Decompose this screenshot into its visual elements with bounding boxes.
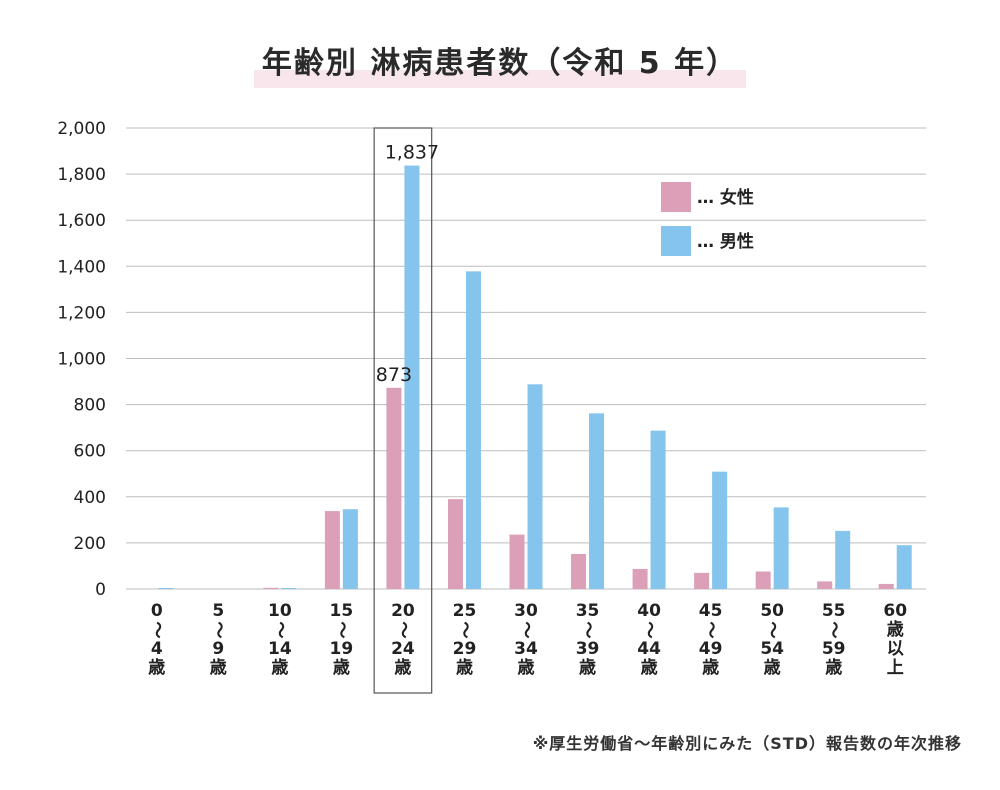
- y-tick-label: 800: [74, 396, 106, 416]
- bar-female: [324, 511, 340, 589]
- y-tick-label: 600: [74, 442, 106, 462]
- chart-title-text: 年齢別 淋病患者数（令和 5 年）: [261, 46, 739, 81]
- x-tick-label: 歳: [333, 657, 350, 678]
- bar-female: [878, 583, 894, 589]
- x-tick-label: 34: [514, 639, 538, 659]
- x-tick-label: 15: [330, 601, 354, 621]
- x-tick-label: 30: [514, 601, 538, 621]
- x-tick-label: 歳: [764, 657, 781, 678]
- x-tick-label: 60: [883, 601, 907, 621]
- x-tick-label: 歳: [456, 657, 473, 678]
- x-tick-label: 〜: [393, 622, 413, 639]
- y-tick-label: 0: [95, 580, 106, 600]
- y-tick-label: 1,000: [57, 350, 106, 370]
- bar-male: [589, 413, 605, 589]
- x-tick-label: 19: [330, 639, 354, 659]
- bar-male: [650, 430, 666, 589]
- bar-male: [896, 545, 912, 589]
- x-tick-label: 〜: [701, 622, 721, 639]
- bar-male: [773, 507, 789, 589]
- x-tick-label: 〜: [270, 622, 290, 639]
- x-tick-label: 50: [760, 601, 784, 621]
- x-tick-label: 25: [453, 601, 477, 621]
- x-tick-label: 5: [212, 601, 224, 621]
- x-tick-label: 〜: [578, 622, 598, 639]
- x-tick-label: 〜: [639, 622, 659, 639]
- x-tick-label: 歳: [394, 657, 411, 678]
- bar-male: [835, 530, 851, 589]
- x-tick-label: 59: [822, 639, 846, 659]
- x-tick-label: 35: [576, 601, 600, 621]
- bar-female: [386, 387, 402, 589]
- x-tick-label: 49: [699, 639, 723, 659]
- data-label: 1,837: [385, 142, 439, 164]
- y-tick-label: 1,200: [57, 303, 106, 323]
- highlight-box: [373, 127, 433, 694]
- x-tick-label: 〜: [208, 622, 228, 639]
- bar-female: [263, 587, 279, 589]
- legend-swatch-male: [661, 226, 691, 256]
- bar-male: [281, 588, 297, 589]
- data-label: 873: [376, 364, 412, 386]
- bar-female: [694, 572, 710, 589]
- x-tick-label: 〜: [516, 622, 536, 639]
- bar-male: [342, 509, 358, 589]
- x-tick-label: 歳: [210, 657, 227, 678]
- y-tick-label: 1,400: [57, 257, 106, 277]
- x-tick-label: 0: [151, 601, 163, 621]
- legend-swatch-female: [661, 182, 691, 212]
- x-tick-label: 14: [268, 639, 292, 659]
- x-tick-label: 〜: [147, 622, 167, 639]
- x-tick-label: 55: [822, 601, 846, 621]
- x-tick-label: 45: [699, 601, 723, 621]
- x-tick-label: 24: [391, 639, 415, 659]
- x-tick-label: 29: [453, 639, 477, 659]
- x-tick-label: 39: [576, 639, 600, 659]
- bar-female: [571, 553, 587, 589]
- bar-female: [817, 581, 833, 589]
- x-tick-label: 4: [151, 639, 163, 659]
- bar-female: [509, 534, 525, 589]
- x-tick-label: 歳: [702, 657, 719, 678]
- y-tick-label: 400: [74, 488, 106, 508]
- x-tick-label: 20: [391, 601, 415, 621]
- x-tick-label: 歳: [579, 657, 596, 678]
- x-tick-label: 歳: [887, 619, 904, 640]
- x-tick-label: 歳: [825, 657, 842, 678]
- y-tick-label: 1,800: [57, 165, 106, 185]
- x-tick-label: 歳: [271, 657, 288, 678]
- x-tick-label: 以: [887, 639, 904, 659]
- x-tick-label: 10: [268, 601, 292, 621]
- legend-label: … 女性: [697, 187, 754, 208]
- y-tick-label: 200: [74, 534, 106, 554]
- x-tick-label: 〜: [762, 622, 782, 639]
- y-tick-label: 1,600: [57, 211, 106, 231]
- legend-label: … 男性: [697, 231, 754, 252]
- x-tick-label: 40: [637, 601, 661, 621]
- x-tick-label: 9: [212, 639, 224, 659]
- bar-male: [465, 271, 481, 589]
- x-tick-label: 〜: [824, 622, 844, 639]
- x-tick-label: 〜: [454, 622, 474, 639]
- bar-female: [632, 568, 648, 589]
- y-tick-label: 2,000: [57, 119, 106, 139]
- x-tick-label: 〜: [331, 622, 351, 639]
- source-note: ※厚生労働省～年齢別にみた（STD）報告数の年次推移: [532, 734, 962, 753]
- x-tick-label: 歳: [641, 657, 658, 678]
- bar-female: [755, 571, 771, 589]
- x-tick-label: 上: [887, 658, 904, 678]
- bar-male: [404, 165, 420, 589]
- x-tick-label: 54: [760, 639, 784, 659]
- bar-male: [158, 588, 174, 589]
- x-tick-label: 歳: [148, 657, 165, 678]
- bar-female: [447, 499, 463, 589]
- bar-male: [527, 384, 543, 589]
- x-tick-label: 44: [637, 639, 661, 659]
- x-tick-label: 歳: [518, 657, 535, 678]
- bar-male: [712, 471, 728, 589]
